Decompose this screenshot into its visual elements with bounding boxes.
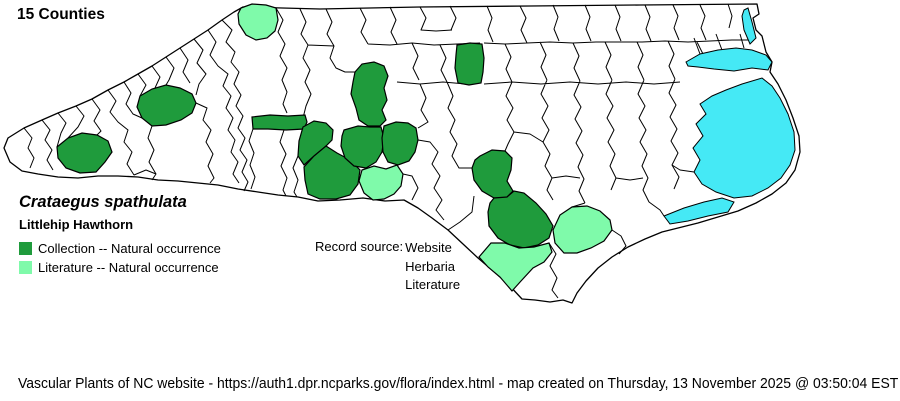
literature-county-northwest — [237, 3, 279, 41]
legend-row-collection: Collection -- Natural occurrence — [19, 239, 221, 258]
literature-county-pender — [552, 205, 613, 254]
common-name: Littlehip Hawthorn — [19, 217, 134, 232]
species-block: Crataegus spathulata Littlehip Hawthorn — [19, 193, 187, 232]
collection-county-mid-left — [340, 125, 385, 169]
pamlico-sound — [692, 77, 796, 199]
legend: Collection -- Natural occurrence Literat… — [19, 239, 221, 277]
record-source-value: Herbaria — [405, 258, 456, 274]
record-source-value: Literature — [405, 277, 461, 292]
legend-row-literature: Literature -- Natural occurrence — [19, 258, 221, 277]
literature-swatch-rect — [19, 261, 32, 274]
scientific-name: Crataegus spathulata — [19, 193, 187, 211]
collection-county-tall — [350, 61, 389, 127]
record-source-label: Record source: — [315, 239, 404, 254]
legend-label-collection: Collection -- Natural occurrence — [38, 241, 221, 256]
collection-swatch-rect — [19, 242, 32, 255]
currituck-sound — [741, 7, 757, 45]
record-source: Record source: Website Herbaria Literatu… — [315, 239, 460, 295]
collection-county-macon — [56, 132, 113, 174]
record-source-value: Website — [405, 240, 452, 255]
literature-county-middle — [358, 164, 404, 201]
literature-swatch-icon — [19, 261, 32, 274]
county-borders — [23, 3, 752, 299]
county-count-title: 15 Counties — [17, 6, 105, 23]
collection-county-mid-right — [381, 121, 419, 166]
literature-county-columbus — [478, 242, 553, 292]
collection-county-north-central — [454, 42, 485, 86]
coastal-waterway — [663, 197, 735, 225]
collection-county-se-lower — [487, 190, 554, 249]
collection-county-buncombe — [136, 84, 197, 127]
legend-label-literature: Literature -- Natural occurrence — [38, 260, 219, 275]
collection-swatch-icon — [19, 242, 32, 255]
footer-attribution: Vascular Plants of NC website - https://… — [18, 375, 899, 392]
record-source-values: Website Herbaria Literature — [405, 239, 460, 295]
albemarle-sound — [685, 47, 773, 72]
collection-county-band — [251, 114, 308, 131]
